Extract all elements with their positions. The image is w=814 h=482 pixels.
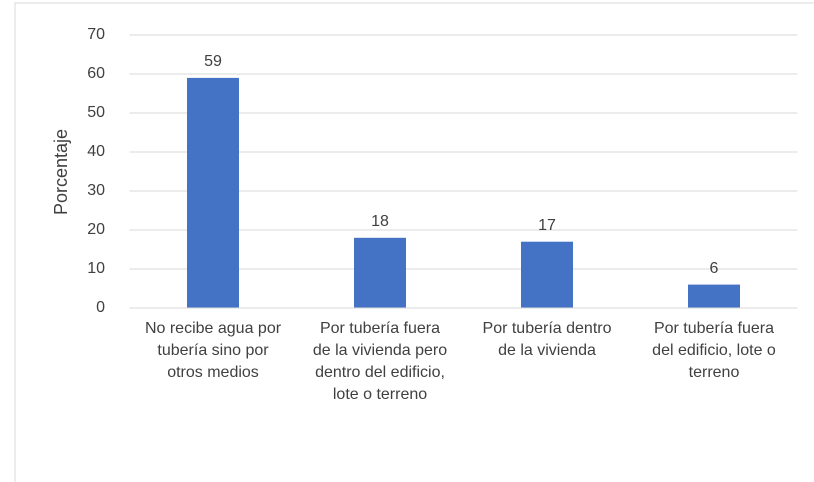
y-tick-label: 10 [87, 260, 105, 277]
bar [354, 237, 406, 308]
value-label: 18 [371, 213, 389, 230]
x-tick-label: Por tubería fuera del edificio, lote o t… [652, 320, 776, 381]
y-tick-label: 30 [87, 182, 105, 199]
y-tick-label: 60 [87, 65, 105, 82]
y-tick-label: 40 [87, 143, 105, 160]
bar [187, 77, 239, 309]
bar [521, 241, 573, 308]
value-label: 59 [204, 53, 222, 70]
y-tick-label: 70 [87, 26, 105, 43]
bar [688, 284, 740, 308]
y-tick-label: 0 [96, 299, 105, 316]
value-label: 17 [538, 217, 556, 234]
y-tick-label: 20 [87, 221, 105, 238]
y-tick-label: 50 [87, 104, 105, 121]
x-tick-label: Por tubería fuera de la vivienda pero de… [312, 320, 448, 403]
value-label: 6 [710, 260, 719, 277]
x-tick-label: Por tubería dentro de la vivienda [482, 320, 612, 359]
x-tick-label: No recibe agua por tubería sino por otro… [144, 320, 282, 381]
y-axis-title: Porcentaje [51, 129, 71, 215]
chart-border [14, 2, 814, 482]
